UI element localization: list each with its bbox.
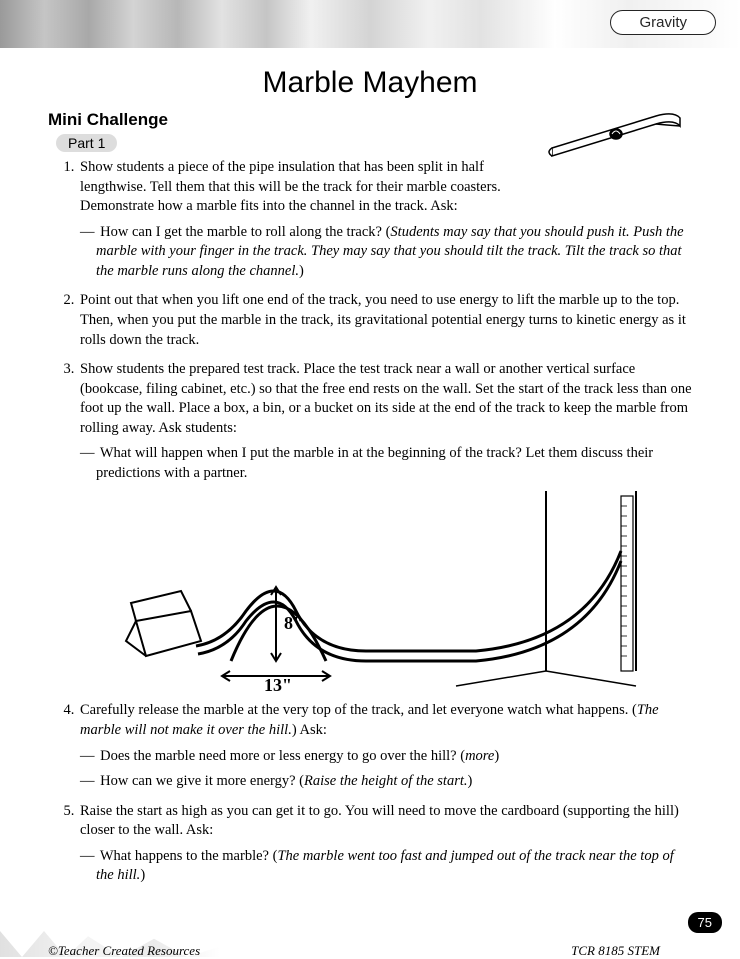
- step-3-sub: What will happen when I put the marble i…: [96, 444, 692, 483]
- step-text: Show students a piece of the pipe insula…: [80, 159, 501, 214]
- step-1: Show students a piece of the pipe insula…: [78, 158, 692, 281]
- part-label: Part 1: [56, 134, 117, 152]
- header-band: Gravity: [0, 0, 740, 48]
- track-setup-diagram: 8" 13": [116, 491, 656, 691]
- step-text: Point out that when you lift one end of …: [80, 292, 686, 347]
- svg-text:13": 13": [264, 675, 292, 691]
- step-4-sub-1: Does the marble need more or less energy…: [96, 747, 692, 767]
- page-title: Marble Mayhem: [48, 66, 692, 100]
- step-text: Raise the start as high as you can get i…: [80, 803, 679, 839]
- step-1-sub: How can I get the marble to roll along t…: [96, 223, 692, 282]
- track-piece-illustration: [546, 108, 686, 166]
- steps-list: Show students a piece of the pipe insula…: [48, 158, 692, 886]
- step-4: Carefully release the marble at the very…: [78, 701, 692, 791]
- step-4-sub-2: How can we give it more energy? (Raise t…: [96, 772, 692, 792]
- topic-label: Gravity: [610, 10, 716, 35]
- step-5-sub: What happens to the marble? (The marble …: [96, 847, 692, 886]
- step-3: Show students the prepared test track. P…: [78, 360, 692, 691]
- svg-text:8": 8": [284, 613, 303, 633]
- step-5: Raise the start as high as you can get i…: [78, 802, 692, 886]
- content-area: Marble Mayhem Mini Challenge Part 1 Show…: [0, 48, 740, 886]
- step-text: Show students the prepared test track. P…: [80, 361, 692, 436]
- page-number: 75: [688, 912, 722, 933]
- step-2: Point out that when you lift one end of …: [78, 291, 692, 350]
